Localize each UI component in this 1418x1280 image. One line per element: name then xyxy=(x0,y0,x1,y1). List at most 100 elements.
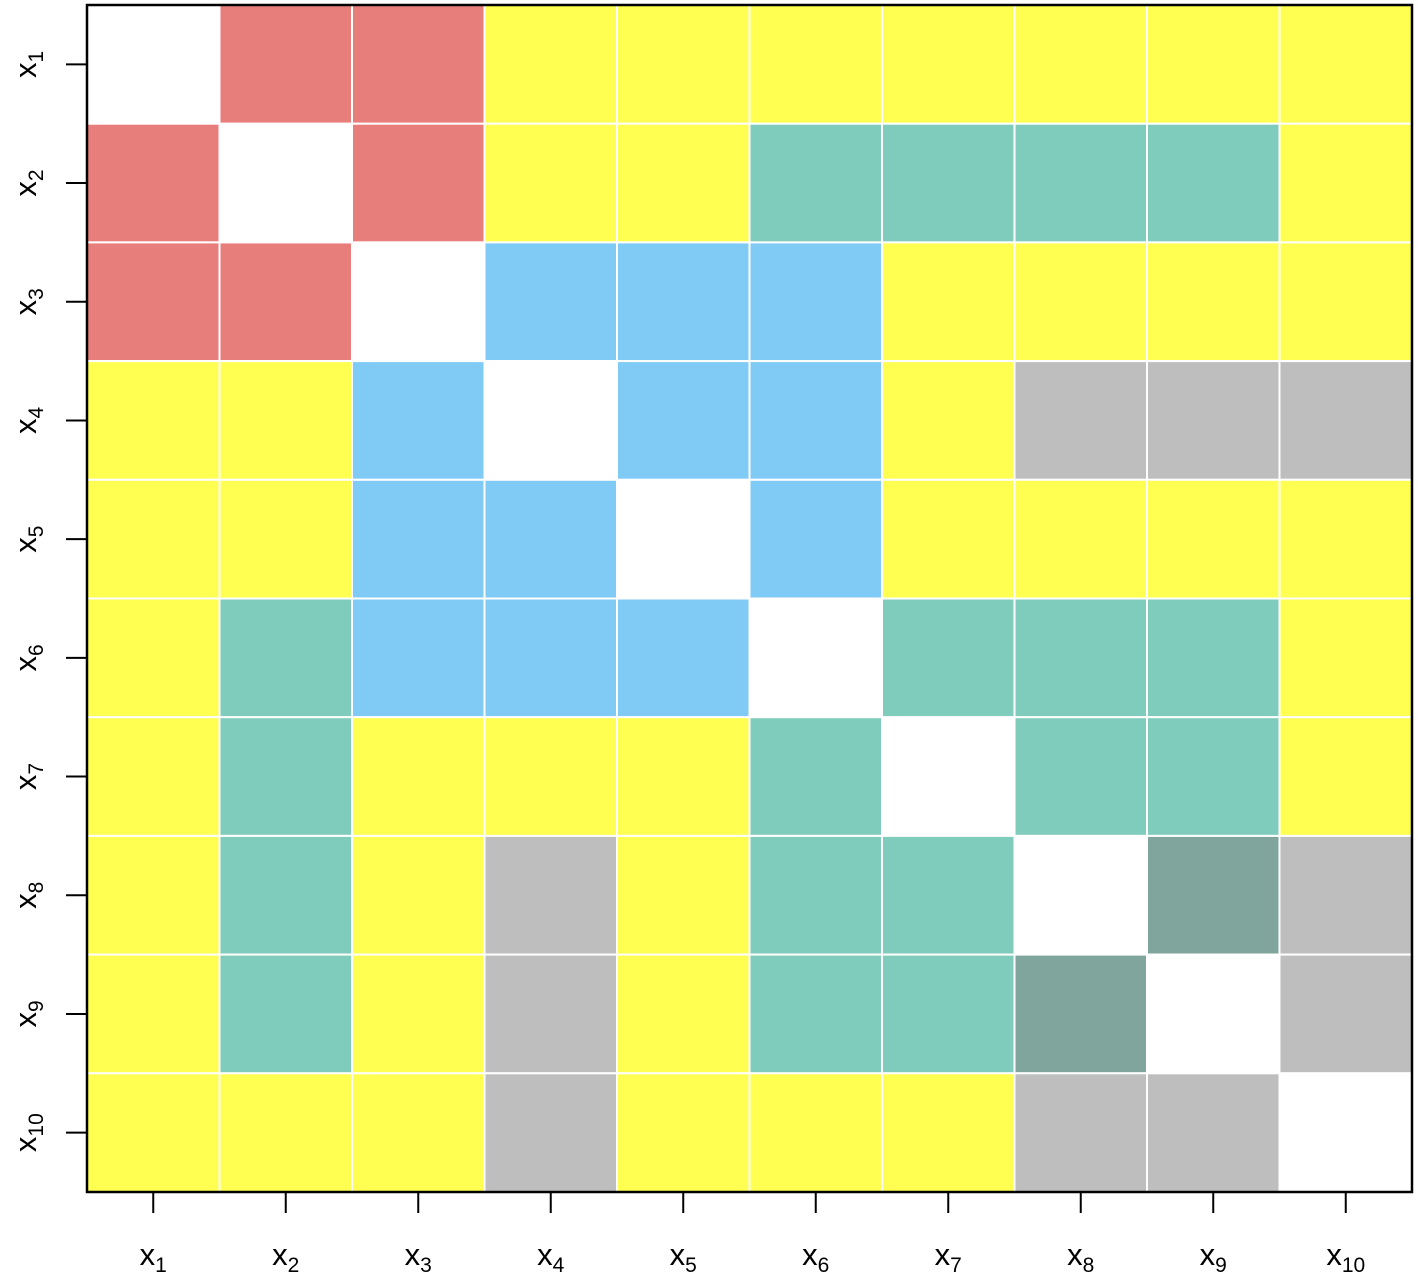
cell xyxy=(1278,478,1413,600)
cell xyxy=(616,360,751,481)
cell xyxy=(1013,478,1148,600)
cell xyxy=(616,122,751,244)
cell xyxy=(1013,122,1148,244)
cell xyxy=(616,953,751,1075)
cell xyxy=(748,360,883,481)
label-sub: 6 xyxy=(818,1254,830,1277)
label-main: x xyxy=(140,1237,156,1272)
cell xyxy=(351,241,486,363)
cell xyxy=(748,241,883,363)
label-main: x xyxy=(8,181,43,197)
plot-border xyxy=(85,3,1414,1194)
x-tick-label: x1 xyxy=(140,1237,167,1277)
cell xyxy=(1146,122,1281,244)
cell xyxy=(1146,716,1281,837)
cell xyxy=(218,4,353,125)
cell xyxy=(86,953,221,1075)
cell xyxy=(483,122,618,244)
cell xyxy=(1278,834,1413,956)
cell xyxy=(881,1072,1016,1194)
label-sub: 2 xyxy=(25,169,48,181)
cell xyxy=(1146,360,1281,481)
x-tick-label: x6 xyxy=(802,1237,829,1277)
x-tick-label: x2 xyxy=(272,1237,299,1277)
cell xyxy=(1013,4,1148,125)
cell xyxy=(86,478,221,600)
cell xyxy=(1146,834,1281,956)
cell xyxy=(1278,122,1413,244)
cell xyxy=(881,597,1016,719)
cell xyxy=(351,122,486,244)
cell xyxy=(218,241,353,363)
cell xyxy=(483,834,618,956)
cell xyxy=(748,716,883,837)
label-main: x xyxy=(8,893,43,909)
label-sub: 6 xyxy=(25,644,48,656)
y-tick-label: x3 xyxy=(8,288,48,315)
cell xyxy=(881,241,1016,363)
cell xyxy=(881,716,1016,837)
cell xyxy=(86,597,221,719)
cell xyxy=(616,597,751,719)
label-sub: 1 xyxy=(155,1254,167,1277)
label-sub: 3 xyxy=(420,1254,432,1277)
cell xyxy=(1146,953,1281,1075)
cell xyxy=(483,4,618,125)
cell xyxy=(748,4,883,125)
label-sub: 2 xyxy=(288,1254,300,1277)
label-main: x xyxy=(8,655,43,671)
cell xyxy=(1146,1072,1281,1194)
label-main: x xyxy=(670,1237,686,1272)
y-tick-label: x2 xyxy=(8,169,48,196)
cell xyxy=(483,1072,618,1194)
cell xyxy=(483,241,618,363)
cell xyxy=(616,4,751,125)
cell xyxy=(1146,241,1281,363)
label-main: x xyxy=(935,1237,951,1272)
y-tick-label: x5 xyxy=(8,526,48,553)
label-sub: 4 xyxy=(25,407,48,419)
cell xyxy=(881,360,1016,481)
cell xyxy=(351,360,486,481)
cell xyxy=(1278,716,1413,837)
y-tick-label: x6 xyxy=(8,644,48,671)
cell xyxy=(1146,478,1281,600)
label-sub: 10 xyxy=(1342,1254,1365,1277)
cell xyxy=(748,953,883,1075)
cell xyxy=(351,597,486,719)
cell xyxy=(748,834,883,956)
cell xyxy=(218,478,353,600)
label-main: x xyxy=(1200,1237,1216,1272)
label-sub: 8 xyxy=(1083,1254,1095,1277)
cell xyxy=(616,478,751,600)
cell xyxy=(86,122,221,244)
cell xyxy=(1146,597,1281,719)
label-main: x xyxy=(405,1237,421,1272)
x-tick-label: x7 xyxy=(935,1237,962,1277)
label-sub: 4 xyxy=(553,1254,565,1277)
label-main: x xyxy=(1326,1237,1342,1272)
label-main: x xyxy=(8,1012,43,1028)
cell xyxy=(1013,716,1148,837)
cell xyxy=(1013,597,1148,719)
label-main: x xyxy=(272,1237,288,1272)
y-tick-label: x10 xyxy=(8,1113,48,1152)
cell xyxy=(483,478,618,600)
label-sub: 9 xyxy=(1215,1254,1227,1277)
cell xyxy=(1278,1072,1413,1194)
label-main: x xyxy=(802,1237,818,1272)
cell xyxy=(1013,834,1148,956)
cell xyxy=(483,360,618,481)
cell xyxy=(881,4,1016,125)
cell xyxy=(218,716,353,837)
cell xyxy=(218,834,353,956)
cell xyxy=(748,1072,883,1194)
cell xyxy=(1278,241,1413,363)
cell xyxy=(351,953,486,1075)
cell xyxy=(881,122,1016,244)
cell xyxy=(1278,953,1413,1075)
cell xyxy=(86,1072,221,1194)
cell xyxy=(218,597,353,719)
label-sub: 1 xyxy=(25,51,48,63)
